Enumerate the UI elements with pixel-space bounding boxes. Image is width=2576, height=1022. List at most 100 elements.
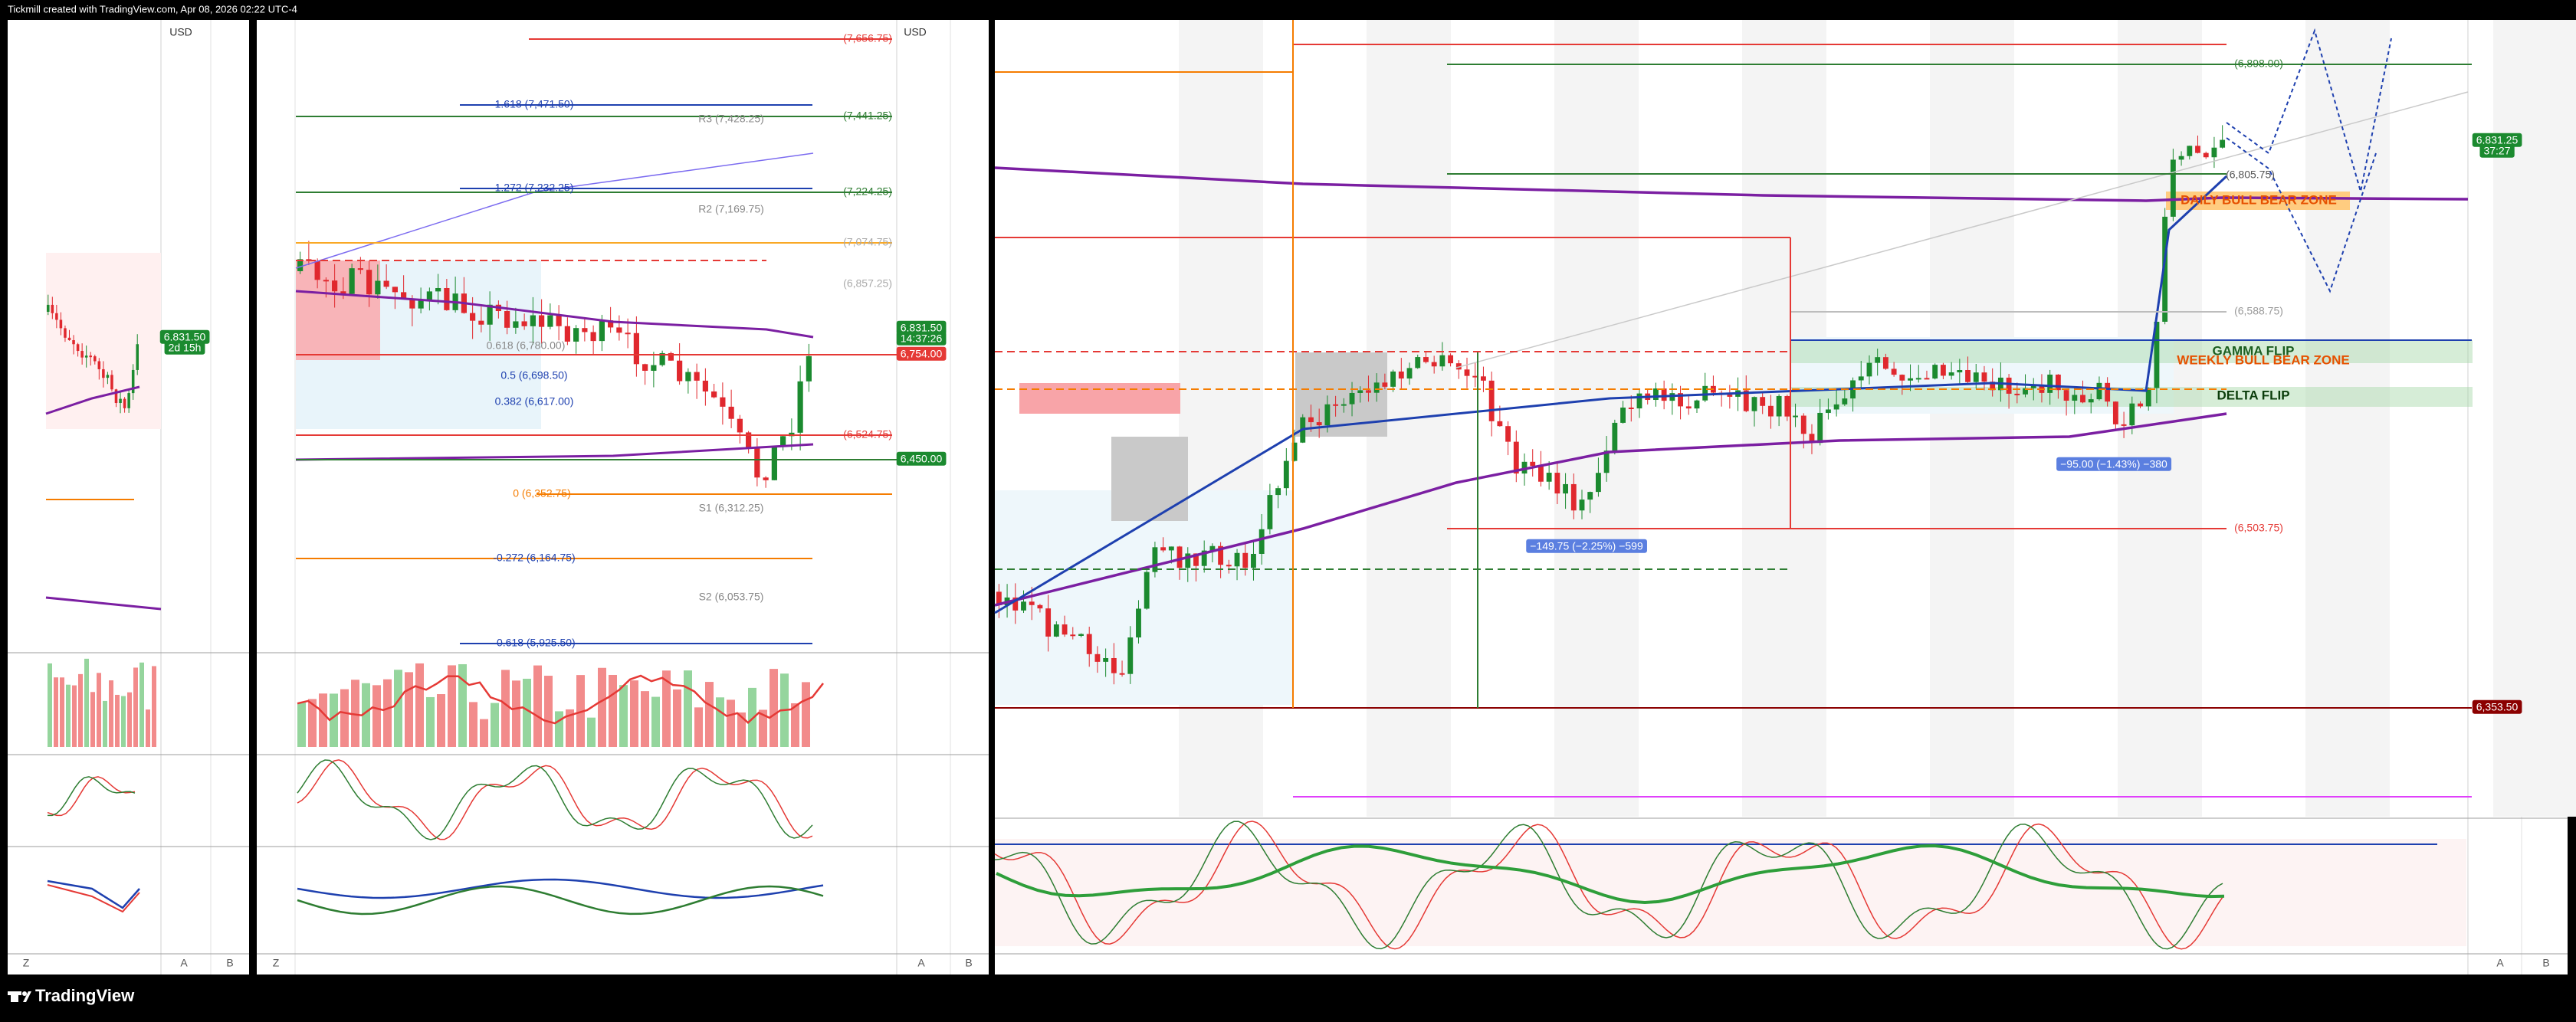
volume-profile — [1019, 383, 1180, 414]
candle-body — [46, 304, 50, 312]
candle-body — [1678, 393, 1683, 407]
candle-body — [547, 315, 553, 327]
volume-bar — [78, 673, 83, 747]
volume-bar — [555, 711, 563, 747]
candle-body — [127, 393, 130, 408]
candle-body — [1258, 529, 1265, 554]
axis-button[interactable]: B — [965, 957, 972, 969]
candle-body — [677, 360, 683, 382]
volume-bar — [297, 703, 306, 747]
price-tag: 6,353.50 — [2476, 701, 2519, 713]
label: -0.272 (6,164.75) — [493, 552, 575, 564]
candle-body — [1932, 365, 1938, 379]
candle-body — [72, 340, 75, 345]
candle-body — [1070, 634, 1076, 637]
price-tag-bg — [164, 340, 205, 355]
candle-body — [1333, 404, 1339, 406]
candle-body — [409, 298, 415, 309]
volume-bar — [115, 694, 120, 747]
candle-body — [2170, 159, 2176, 217]
candle-body — [2096, 382, 2102, 400]
pane-shade — [995, 839, 2466, 946]
price-tag: −149.75 (−2.25%) −599 — [1530, 540, 1643, 552]
candle-body — [1620, 408, 1626, 423]
candle-body — [1833, 404, 1839, 410]
candle-body — [106, 375, 110, 378]
axis-button[interactable]: Z — [273, 957, 280, 969]
label: (6,588.75) — [2234, 305, 2283, 317]
volume-bar — [480, 719, 488, 747]
candle-body — [702, 380, 708, 391]
volume-bar — [630, 680, 638, 747]
candle-body — [651, 365, 657, 371]
candle-body — [123, 398, 126, 408]
candle-body — [1136, 608, 1141, 638]
axis-button[interactable]: B — [2542, 957, 2549, 969]
oscillator-line — [297, 759, 813, 840]
candle-body — [1858, 376, 1864, 381]
candle-body — [504, 311, 510, 328]
candle-body — [418, 300, 424, 309]
session-shade — [2305, 20, 2390, 817]
volume-bar — [802, 682, 810, 747]
axis-button[interactable]: A — [180, 957, 188, 969]
volume-bar — [684, 670, 692, 747]
candle-body — [1160, 547, 1167, 551]
volume-bar — [598, 667, 606, 747]
axis-button[interactable]: B — [226, 957, 233, 969]
candle-body — [93, 356, 97, 362]
axis-button[interactable]: A — [917, 957, 925, 969]
price-tag: 6,450.00 — [901, 453, 943, 465]
candle-body — [1464, 369, 1470, 376]
volume-bar — [641, 691, 649, 747]
label: (7,224.25) — [843, 185, 892, 198]
candle-body — [1612, 422, 1618, 451]
oscillator-line — [47, 776, 136, 817]
volume-bar — [566, 709, 574, 747]
label: (6,805.75) — [2226, 169, 2275, 181]
candle-body — [1636, 393, 1642, 409]
candle-body — [349, 268, 355, 294]
candle-body — [1800, 415, 1806, 434]
candle-body — [1119, 673, 1125, 675]
candle-body — [1809, 434, 1815, 444]
price-tag-bg — [159, 329, 210, 344]
candle-body — [1103, 657, 1109, 662]
price-band — [46, 253, 161, 429]
candle-body — [1908, 378, 1913, 381]
volume-bar — [737, 712, 746, 747]
label: WEEKLY BULL BEAR ZONE — [2177, 352, 2349, 367]
candle-body — [366, 270, 372, 295]
label: R3 (7,428.25) — [698, 113, 764, 125]
candle-body — [1990, 382, 1996, 391]
dashed-projection — [2226, 28, 2392, 192]
candle-body — [1037, 604, 1043, 609]
label: 0.5 (6,698.50) — [500, 369, 567, 382]
label: 1.272 (7,232.25) — [495, 182, 574, 194]
candle-body — [694, 372, 700, 381]
label: GAMMA FLIP — [2212, 343, 2294, 358]
candle-body — [110, 375, 113, 390]
indicator-line — [45, 596, 162, 611]
axis-button[interactable]: A — [2496, 957, 2504, 969]
volume-bar — [103, 700, 107, 747]
candle-body — [1251, 553, 1256, 568]
candle-body — [2121, 424, 2127, 426]
session-shade — [1930, 20, 2014, 817]
candle-body — [513, 321, 519, 328]
candle-body — [1283, 460, 1289, 489]
candle-body — [1176, 546, 1183, 568]
candle-body — [1751, 397, 1757, 411]
candle-body — [780, 436, 786, 447]
volume-bar — [48, 663, 52, 747]
volume-bar — [394, 670, 402, 747]
label: DELTA FLIP — [2217, 388, 2289, 402]
volume-bar — [673, 689, 681, 747]
axis-button[interactable]: Z — [23, 957, 30, 969]
indicator-line — [996, 844, 2225, 904]
volume-bar — [727, 699, 735, 747]
label: DAILY BULL BEAR ZONE — [2181, 192, 2337, 207]
candle-body — [1218, 545, 1224, 565]
candle-body — [487, 304, 493, 325]
label: (6,898.00) — [2234, 57, 2283, 70]
